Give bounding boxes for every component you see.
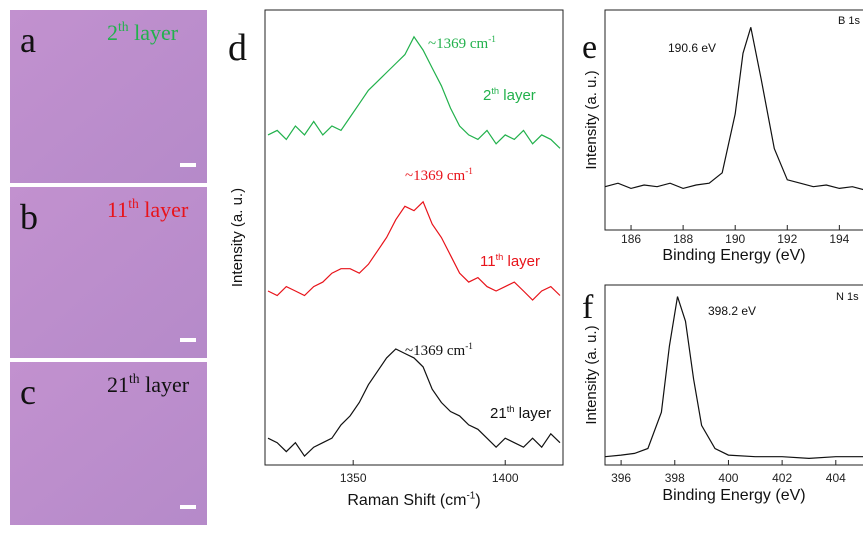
series-label: 21th layer (490, 404, 551, 422)
spectrum-line (267, 348, 561, 458)
series-label: 11th layer (480, 252, 540, 270)
x-axis-title-main: Binding Energy (eV) (662, 247, 805, 264)
layer-label: 21th layer (107, 371, 190, 397)
series-label-after: layer (514, 405, 551, 422)
y-axis-title: Intensity (a. u.) (583, 70, 600, 169)
plot-frame (604, 9, 863, 231)
x-axis-title: Raman Shift (cm-1) (347, 491, 480, 509)
x-tick-label: 1400 (492, 471, 519, 485)
spectrum-line (604, 27, 863, 191)
x-tick-label: 400 (718, 471, 738, 485)
x-tick-label: 186 (621, 232, 641, 246)
layer-label-main: 21 (107, 372, 129, 397)
x-axis-title-sup: -1 (467, 491, 476, 502)
peak-annotation-sup: -1 (465, 167, 473, 177)
series-label-main: 2 (483, 87, 491, 104)
peak-annotation: ~1369 cm-1 (405, 167, 473, 184)
layer-label: 11th layer (107, 196, 189, 222)
peak-annotation-main: 398.2 eV (708, 304, 756, 318)
chart-title: N 1s (836, 291, 859, 303)
peak-annotation-main: ~1369 cm (405, 343, 466, 359)
y-axis-title: Intensity (a. u.) (229, 188, 246, 287)
layer-label-main: 2 (107, 20, 118, 45)
panel-letter: c (20, 372, 36, 412)
scale-bar (180, 163, 196, 167)
layer-label-main: 11 (107, 197, 128, 222)
layer-label-after: layer (129, 20, 179, 45)
x-axis-title-main: Binding Energy (eV) (662, 487, 805, 504)
y-axis-title: Intensity (a. u.) (583, 325, 600, 424)
x-axis-title: Binding Energy (eV) (662, 487, 805, 504)
x-tick-label: 1350 (340, 471, 367, 485)
x-tick-label: 398 (665, 471, 685, 485)
x-tick-label: 188 (673, 232, 693, 246)
chart-title: B 1s (838, 15, 861, 27)
x-axis-title-after: ) (475, 492, 480, 509)
spectrum-line (267, 200, 561, 301)
series-label-after: layer (503, 253, 540, 270)
layer-label-sup: th (118, 19, 129, 34)
series-label-sup: th (491, 86, 499, 96)
x-tick-label: 192 (777, 232, 797, 246)
peak-annotation: ~1369 cm-1 (405, 342, 473, 359)
peak-annotation: ~1369 cm-1 (428, 35, 496, 52)
panel-letter: a (20, 20, 36, 60)
x-axis-title: Binding Energy (eV) (662, 247, 805, 264)
x-tick-label: 404 (826, 471, 846, 485)
peak-annotation-sup: -1 (465, 342, 473, 352)
x-tick-label: 194 (829, 232, 849, 246)
micrograph (10, 10, 207, 183)
peak-annotation-sup: -1 (488, 35, 496, 45)
layer-label: 2th layer (107, 19, 179, 45)
peak-annotation: 190.6 eV (668, 41, 716, 55)
x-tick-label: 190 (725, 232, 745, 246)
micrograph (10, 362, 207, 525)
spectrum-line (604, 296, 863, 460)
layer-label-sup: th (129, 371, 140, 386)
plot-frame (604, 284, 863, 466)
panel-letter: d (228, 27, 247, 69)
series-label-after: layer (499, 87, 536, 104)
panel-letter: f (582, 289, 594, 326)
layer-label-after: layer (140, 372, 190, 397)
series-label: 2th layer (483, 86, 536, 104)
series-label-main: 21 (490, 405, 507, 422)
micrograph (10, 187, 207, 358)
x-tick-label: 396 (611, 471, 631, 485)
peak-annotation-main: ~1369 cm (405, 168, 466, 184)
peak-annotation-main: ~1369 cm (428, 36, 489, 52)
series-label-sup: th (507, 404, 515, 414)
series-label-main: 11 (480, 253, 496, 270)
x-tick-label: 402 (772, 471, 792, 485)
peak-annotation-main: 190.6 eV (668, 41, 716, 55)
panel-letter: b (20, 197, 38, 237)
plot-frame (264, 9, 564, 466)
panel-letter: e (582, 29, 597, 66)
scale-bar (180, 338, 196, 342)
spectrum-line (267, 35, 561, 149)
scale-bar (180, 505, 196, 509)
series-label-sup: th (496, 252, 504, 262)
layer-label-sup: th (128, 196, 139, 211)
peak-annotation: 398.2 eV (708, 304, 756, 318)
layer-label-after: layer (139, 197, 189, 222)
x-axis-title-main: Raman Shift (cm (347, 492, 466, 509)
